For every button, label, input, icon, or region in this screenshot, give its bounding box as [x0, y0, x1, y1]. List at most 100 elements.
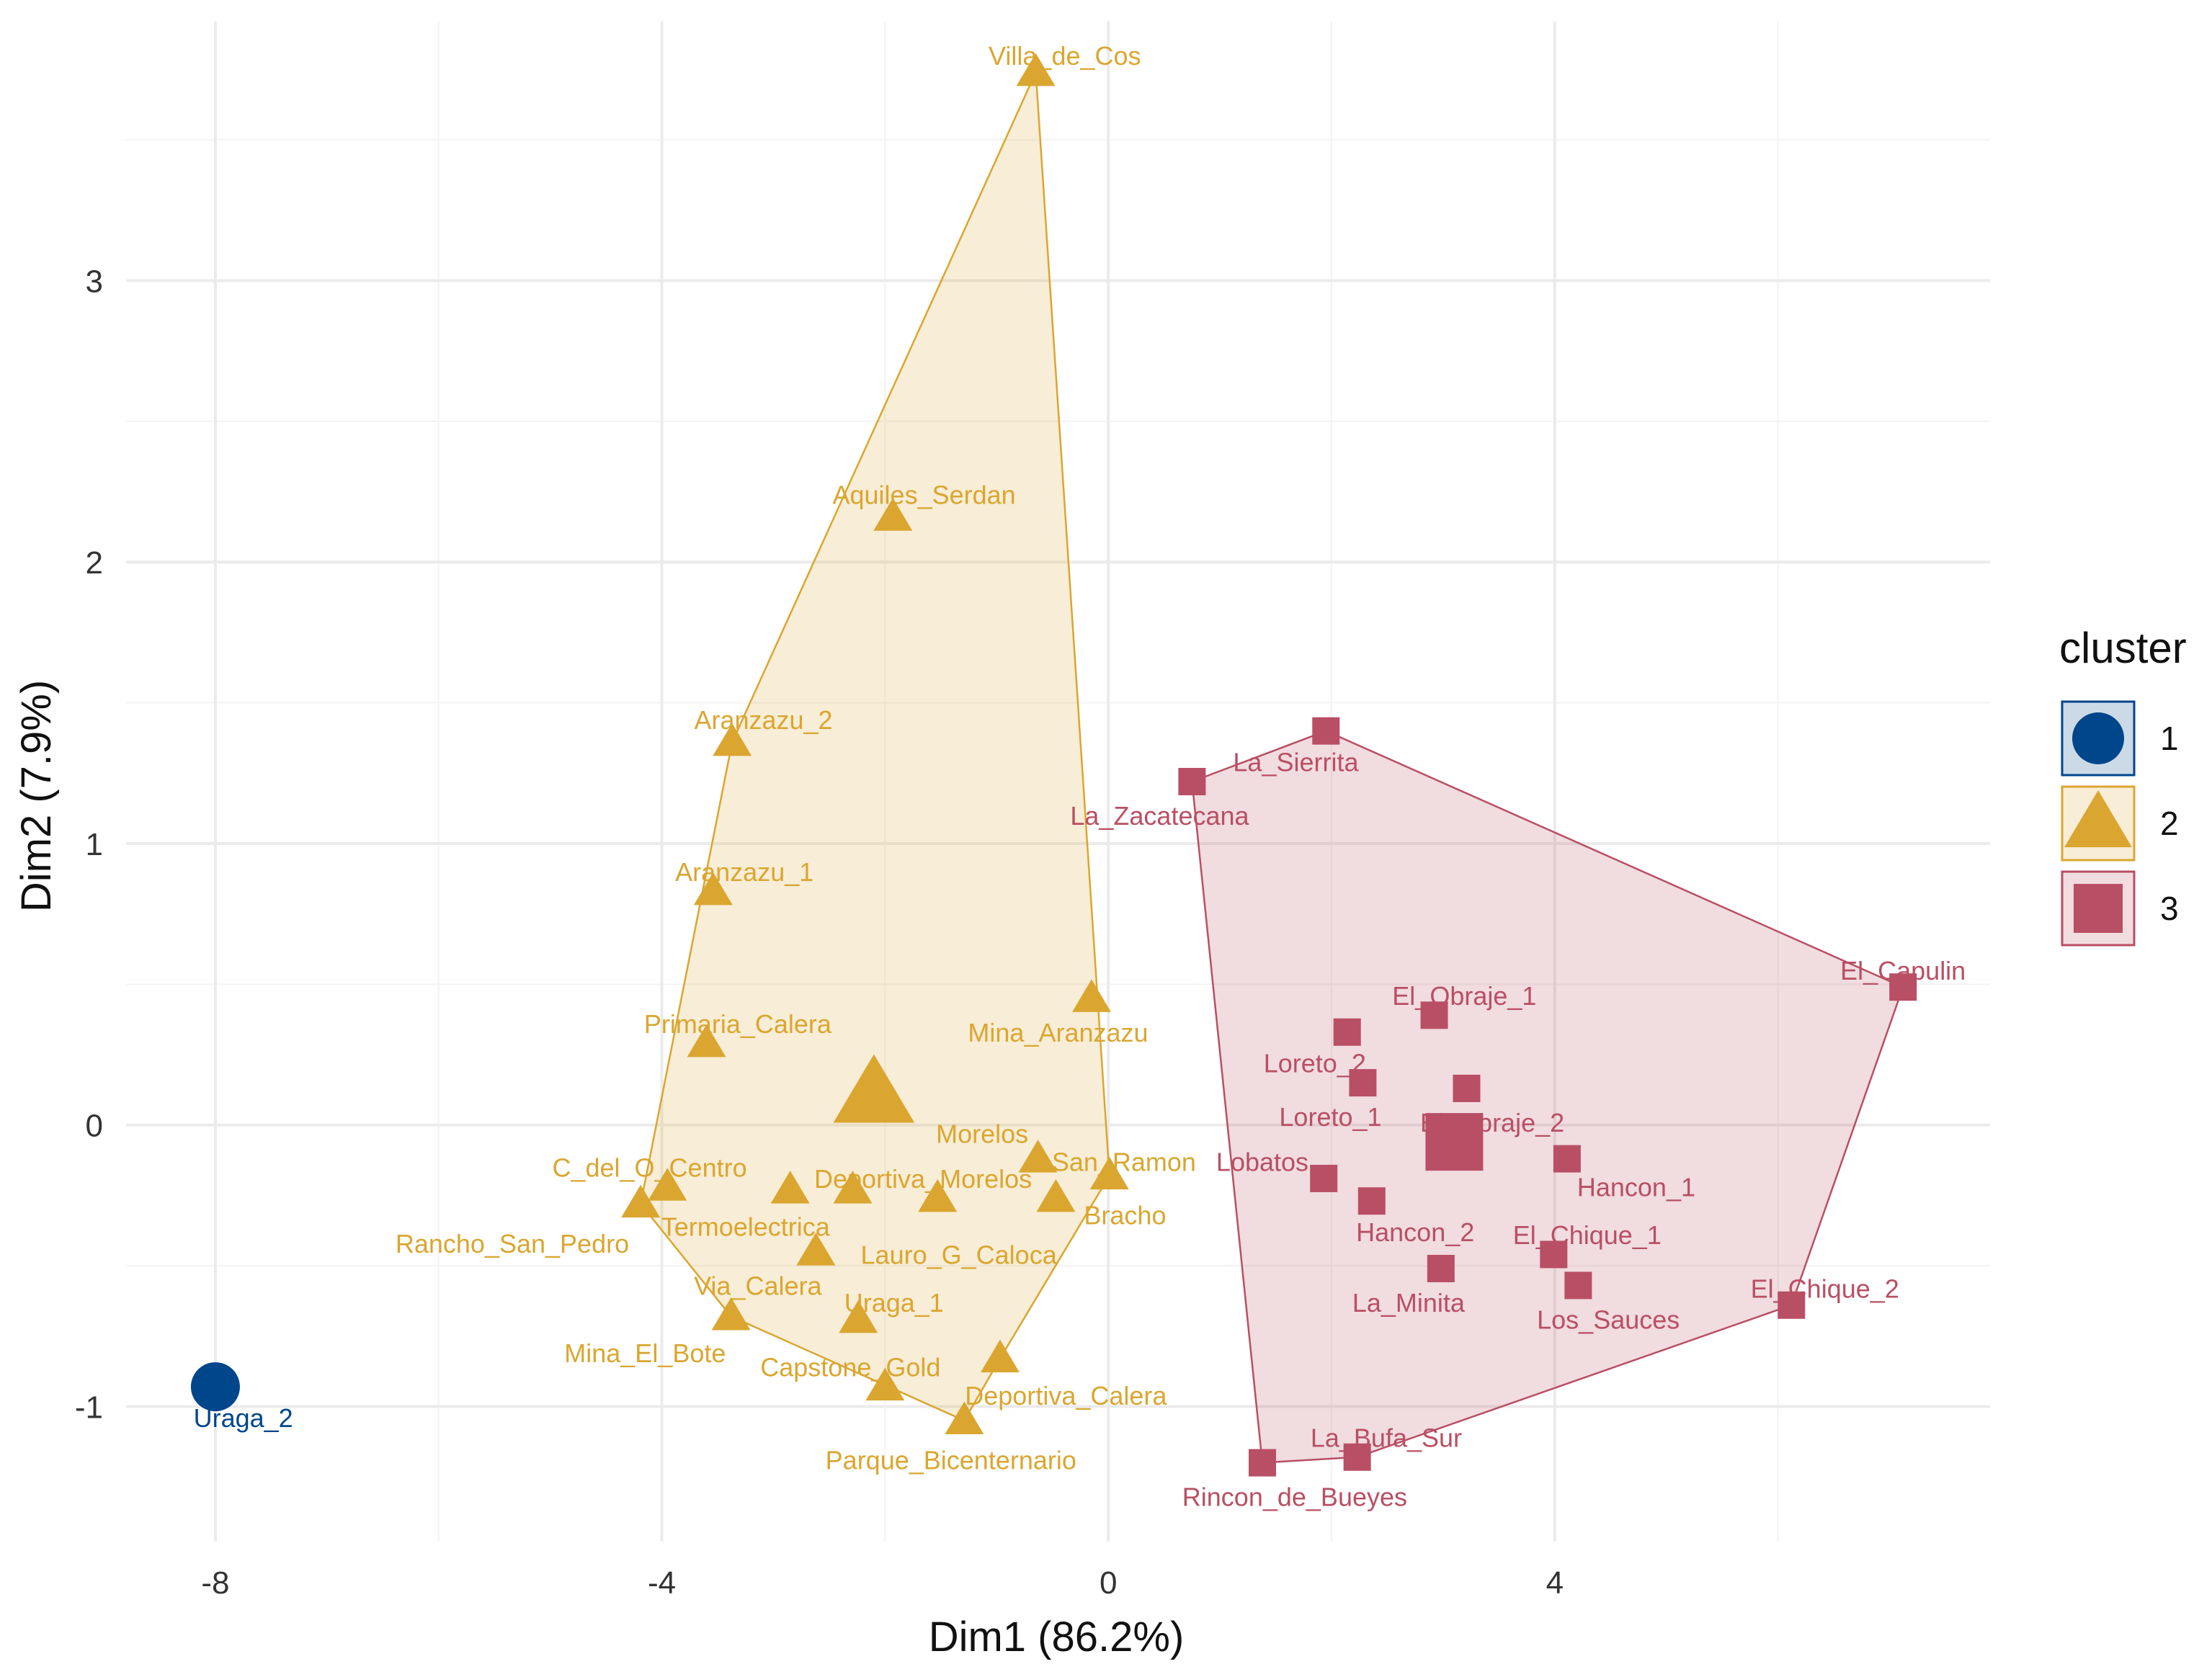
- label-mina-el-bote: Mina_El_Bote: [564, 1338, 726, 1368]
- label-la-minita: La_Minita: [1352, 1288, 1466, 1318]
- legend-title: cluster: [2059, 624, 2187, 672]
- point-el-chique-2: [1778, 1291, 1806, 1319]
- label-parque-bicenternario: Parque_Bicenternario: [826, 1446, 1076, 1475]
- legend: cluster 1 2 3: [2059, 624, 2187, 947]
- legend-marker-3: [2074, 884, 2123, 933]
- point-la-zacatecana: [1178, 768, 1206, 795]
- cluster-2-hull: [639, 71, 1111, 1422]
- x-tick-label: -8: [201, 1565, 229, 1601]
- label-san-ramon: San_Ramon: [1052, 1148, 1196, 1177]
- label-lobatos: Lobatos: [1216, 1148, 1308, 1177]
- label-c-del-o-centro: C_del_O_Centro: [552, 1153, 746, 1182]
- legend-label-2: 2: [2160, 805, 2179, 842]
- label-los-sauces: Los_Sauces: [1537, 1305, 1680, 1334]
- point-mina-el-bote: [711, 1297, 751, 1331]
- label-hancon-2: Hancon_2: [1356, 1217, 1474, 1247]
- point-parque-bicenternario: [945, 1401, 984, 1435]
- point-el-chique-1: [1540, 1240, 1568, 1269]
- label-el-capulin: El_Capulin: [1840, 956, 1966, 985]
- point-via-calera: [796, 1233, 836, 1266]
- label-uraga-1: Uraga_1: [844, 1288, 944, 1318]
- y-tick-label: 1: [86, 827, 103, 862]
- label-uraga-2: Uraga_2: [194, 1403, 293, 1433]
- legend-label-3: 3: [2160, 890, 2179, 927]
- label-aranzazu-2: Aranzazu_2: [694, 705, 832, 735]
- point-san-ramon: [1089, 1156, 1129, 1190]
- point-loreto-2: [1333, 1018, 1361, 1046]
- point-los-sauces: [1564, 1271, 1592, 1300]
- label-lauro-g-caloca: Lauro_G_Caloca: [861, 1240, 1058, 1269]
- point-la-bufa-sur: [1343, 1443, 1371, 1471]
- x-tick-label: 4: [1546, 1565, 1564, 1601]
- y-axis-ticks: -1 0 1 2 3: [75, 264, 103, 1425]
- y-tick-label: -1: [75, 1390, 103, 1425]
- label-la-sierrita: La_Sierrita: [1233, 748, 1359, 777]
- major-gridlines: [126, 22, 1990, 1542]
- point-labels: Uraga_2 Villa_de_Cos Aquiles_Serdan Aranzaz…: [194, 41, 1966, 1512]
- label-el-chique-2: El_Chique_2: [1751, 1274, 1899, 1303]
- label-deportiva-morelos: Deportiva_Morelos: [814, 1164, 1032, 1194]
- cluster-centroids: [833, 1054, 1484, 1171]
- point-el-obraje-2: [1453, 1074, 1481, 1102]
- point-primaria-calera: [687, 1024, 726, 1057]
- point-termoelectrica: [770, 1171, 810, 1204]
- y-tick-label: 0: [86, 1109, 103, 1144]
- x-axis-ticks: -8 -4 0 4: [201, 1565, 1564, 1601]
- label-mina-aranzazu: Mina_Aranzazu: [968, 1018, 1148, 1047]
- point-rancho-san-pedro: [621, 1184, 661, 1218]
- point-deportiva-morelos: [833, 1171, 873, 1204]
- legend-label-1: 1: [2160, 720, 2179, 757]
- minor-gridlines: [126, 22, 1990, 1542]
- point-morelos: [1018, 1140, 1058, 1173]
- point-aranzazu-1: [693, 872, 733, 905]
- point-deportiva-calera: [980, 1339, 1020, 1373]
- y-tick-label: 2: [86, 545, 103, 581]
- point-loreto-1: [1349, 1069, 1377, 1097]
- label-bracho: Bracho: [1084, 1201, 1166, 1230]
- point-mina-aranzazu: [1071, 979, 1111, 1012]
- label-villa-de-cos: Villa_de_Cos: [989, 41, 1141, 71]
- point-lobatos: [1310, 1164, 1338, 1192]
- data-points: [190, 53, 1917, 1477]
- point-bracho: [1036, 1179, 1076, 1212]
- label-hancon-1: Hancon_1: [1577, 1173, 1695, 1202]
- label-rincon-de-bueyes: Rincon_de_Bueyes: [1182, 1482, 1407, 1511]
- legend-marker-2: [2064, 790, 2132, 848]
- label-la-bufa-sur: La_Bufa_Sur: [1311, 1423, 1462, 1452]
- label-morelos: Morelos: [936, 1119, 1028, 1148]
- label-rancho-san-pedro: Rancho_San_Pedro: [396, 1229, 629, 1258]
- label-primaria-calera: Primaria_Calera: [644, 1009, 832, 1039]
- label-loreto-1: Loreto_1: [1279, 1102, 1381, 1132]
- label-loreto-2: Loreto_2: [1264, 1049, 1366, 1078]
- label-via-calera: Via_Calera: [694, 1271, 822, 1300]
- label-el-chique-1: El_Chique_1: [1513, 1220, 1662, 1250]
- point-aquiles-serdan: [873, 498, 913, 531]
- point-el-capulin: [1889, 973, 1917, 1001]
- cluster-3-centroid: [1425, 1113, 1484, 1171]
- point-aranzazu-2: [713, 723, 752, 756]
- label-aquiles-serdan: Aquiles_Serdan: [833, 480, 1016, 509]
- label-aranzazu-1: Aranzazu_1: [675, 857, 813, 887]
- legend-entries: 1 2 3: [2061, 700, 2179, 947]
- label-el-obraje-1: El_Obraje_1: [1392, 981, 1536, 1011]
- point-la-sierrita: [1312, 717, 1340, 745]
- point-uraga-1: [839, 1300, 878, 1333]
- cluster-3-hull: [1191, 730, 1904, 1464]
- x-axis-title: Dim1 (86.2%): [929, 1614, 1185, 1660]
- point-villa-de-cos: [1016, 53, 1056, 86]
- point-el-obraje-1: [1420, 1001, 1448, 1029]
- point-c-del-o-centro: [648, 1168, 687, 1201]
- point-hancon-1: [1553, 1145, 1581, 1173]
- y-axis-title: Dim2 (7.9%): [13, 680, 60, 912]
- point-uraga-2: [190, 1362, 240, 1412]
- point-la-minita: [1427, 1254, 1455, 1282]
- point-lauro-g-caloca: [918, 1179, 958, 1212]
- label-capstone-gold: Capstone_Gold: [760, 1353, 940, 1382]
- label-termoelectrica: Termoelectrica: [661, 1212, 831, 1241]
- legend-marker-1: [2072, 712, 2124, 764]
- x-tick-label: 0: [1100, 1565, 1117, 1601]
- point-rincon-de-bueyes: [1248, 1449, 1276, 1477]
- label-deportiva-calera: Deportiva_Calera: [965, 1381, 1167, 1410]
- label-el-obraje-2: El_Obraje_2: [1420, 1108, 1564, 1137]
